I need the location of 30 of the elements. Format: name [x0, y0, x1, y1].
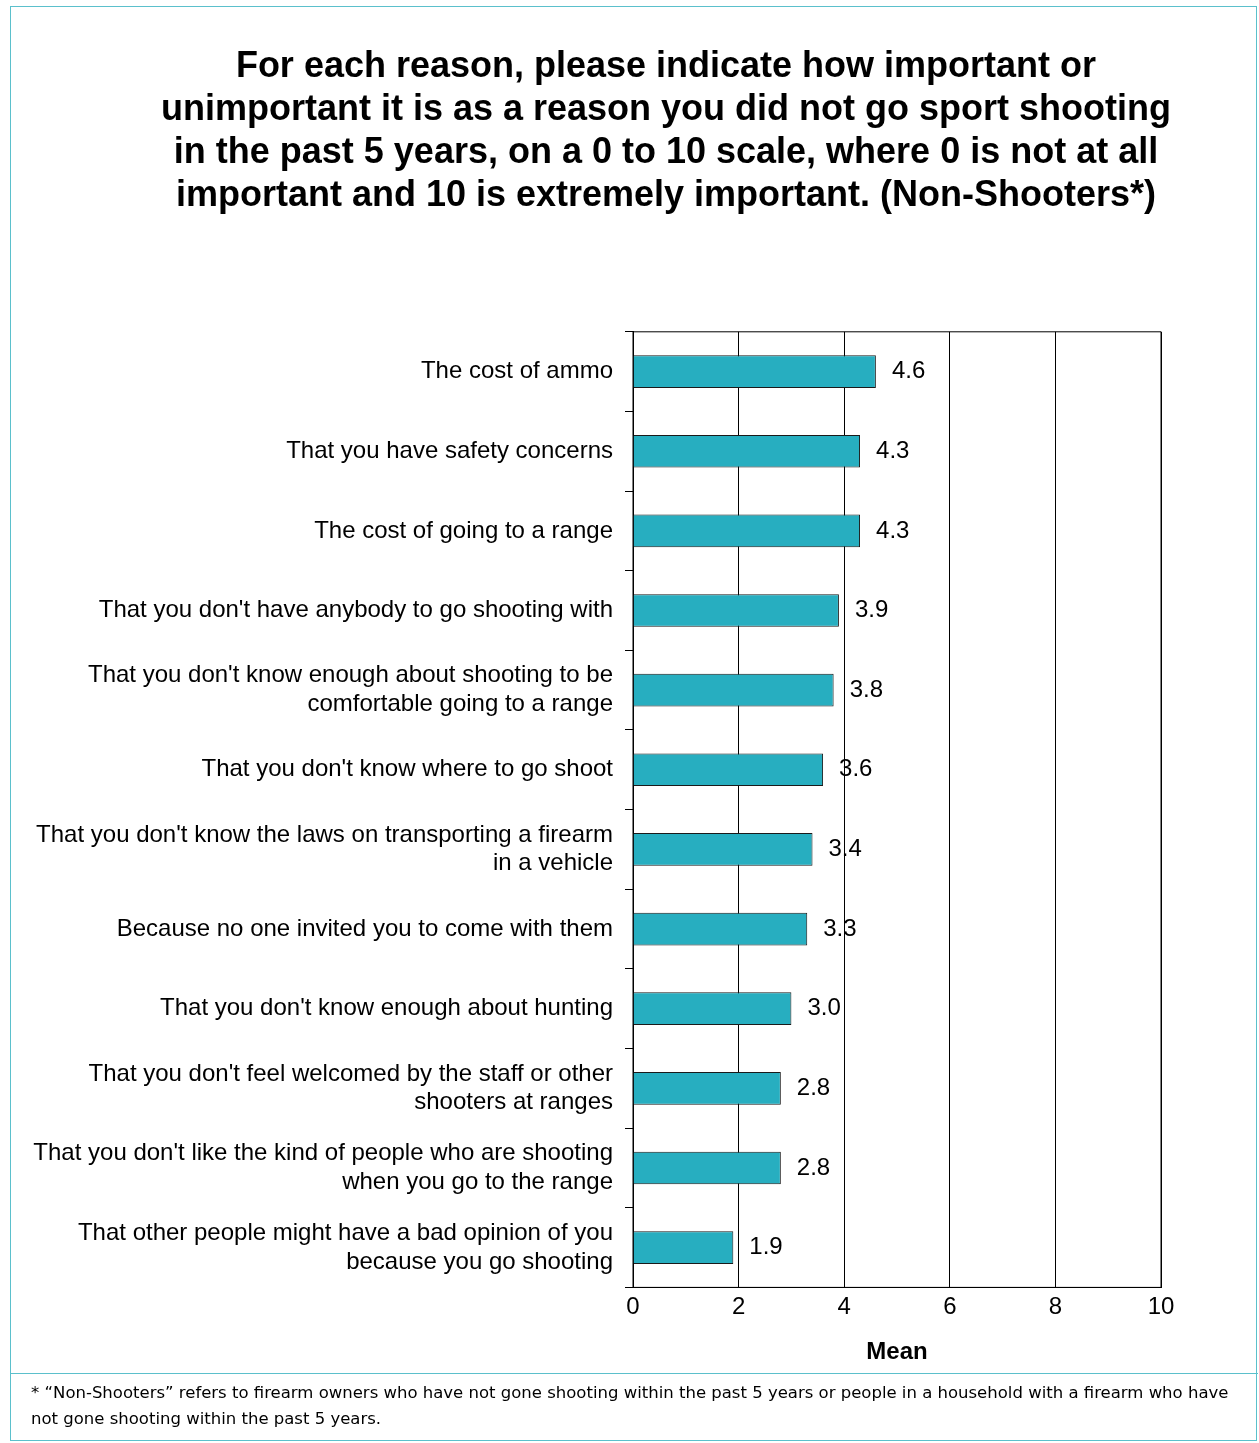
data-label: 1.9 — [749, 1232, 783, 1260]
x-tick-label: 10 — [1147, 1292, 1175, 1320]
data-label: 4.6 — [891, 356, 926, 384]
x-tick-label: 4 — [837, 1292, 851, 1320]
data-label: 3.8 — [849, 674, 884, 702]
data-label: 2.8 — [796, 1152, 831, 1180]
data-label: 3.0 — [807, 993, 841, 1021]
y-tick-label: That other people might have a bad opinion of you because you go shooting — [77, 1217, 613, 1274]
y-tick-label: The cost of ammo — [420, 356, 613, 384]
y-tick-label: That you don't know the laws on transporting a firearm in a vehicle — [36, 819, 613, 876]
x-tick-label: 2 — [731, 1292, 746, 1320]
y-tick-label: That you don't feel welcomed by the staff or other shooters at ranges — [88, 1058, 614, 1115]
y-tick-label: That you don't like the kind of people who are shooting when you go to the range — [33, 1138, 613, 1194]
y-tick-label: That you have safety concerns — [286, 435, 613, 463]
data-label: 3.9 — [854, 595, 889, 623]
x-axis-title: Mean — [866, 1337, 928, 1365]
data-label: 2.8 — [796, 1072, 831, 1100]
text: * “Non-Shooters” refers to firearm owners who have not gone shooting within the past 5 years or people in a household with a firearm who have not gone shooting within the past 5 years. — [11, 1373, 1258, 1442]
y-tick-label: That you don't know enough about hunting — [160, 993, 613, 1021]
y-tick-label: The cost of going to a range — [314, 515, 613, 543]
data-label: 4.3 — [876, 515, 910, 543]
x-tick-label: 6 — [943, 1292, 957, 1320]
y-tick-label: That you don't have anybody to go shooting with — [98, 595, 613, 623]
data-label: 4.3 — [876, 435, 910, 463]
y-tick-label: Because no one invited you to come with them — [116, 913, 613, 941]
x-tick-label: 0 — [626, 1292, 640, 1320]
y-tick-label: That you don't know enough about shooting to be comfortable going to a range — [88, 660, 613, 717]
y-tick-label: That you don't know where to go shoot — [201, 754, 614, 782]
x-tick-label: 8 — [1048, 1292, 1063, 1320]
chart-title: For each reason, please indicate how important or unimportant it is as a reason you did not go sport shooting in the past 5 years, on a 0 to 10 scale, where 0 is not at all important and 10 is extremely important. (Non-Shooters*) — [160, 43, 1172, 215]
